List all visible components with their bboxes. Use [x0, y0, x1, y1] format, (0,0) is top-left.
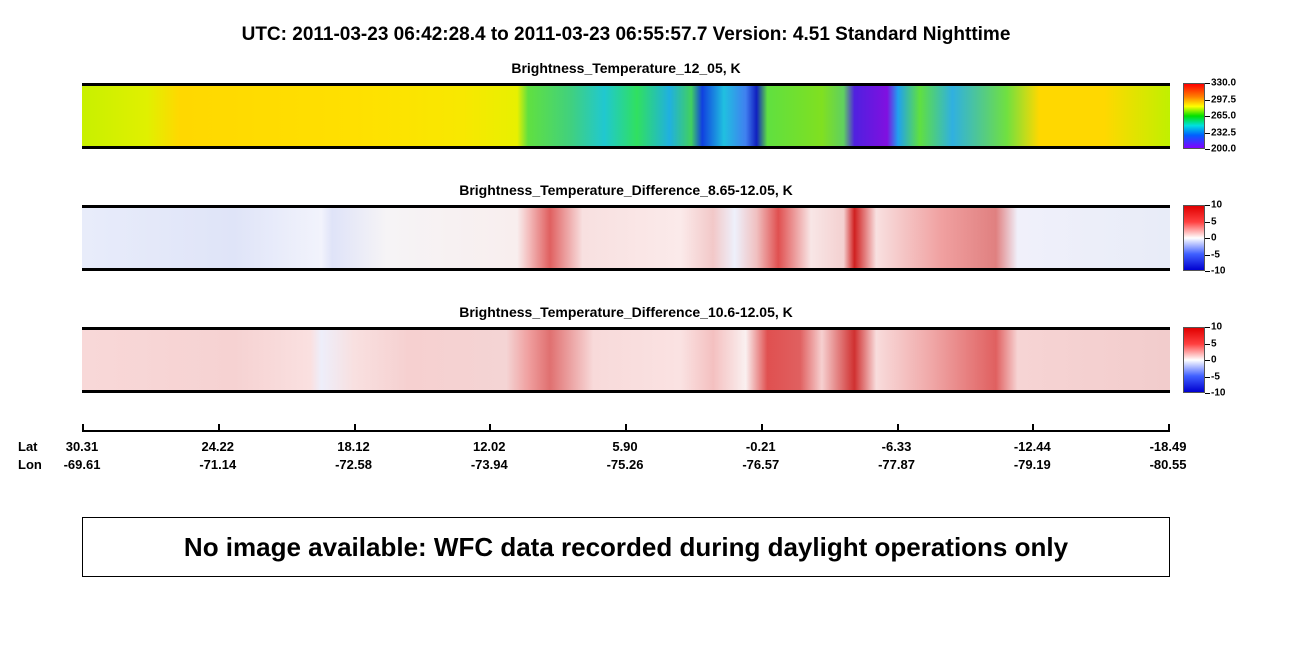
- colorbar-label: 330.0: [1211, 77, 1237, 89]
- data-image: [82, 83, 1170, 149]
- colorbar-label: 10: [1211, 199, 1223, 211]
- track-axis: [82, 430, 1170, 432]
- lat-label: 30.31: [65, 439, 99, 454]
- colorbar-tick: [1205, 221, 1210, 223]
- axis-tick: [896, 424, 899, 431]
- lat-label: 24.22: [201, 439, 235, 454]
- axis-tick: [353, 424, 356, 431]
- colorbar-tick: [1205, 393, 1210, 394]
- axis-tick: [625, 424, 627, 431]
- lat-label: 12.02: [472, 439, 506, 454]
- message-box: No image available: WFC data recorded du…: [82, 517, 1170, 577]
- lon-label: -77.87: [878, 457, 915, 472]
- colorbar: [1183, 83, 1205, 149]
- panel-title: Brightness_Temperature_Difference_10.6-1…: [459, 304, 793, 320]
- data-image: [82, 327, 1170, 393]
- colorbar-tick: [1205, 116, 1210, 117]
- colorbar-label: 5: [1211, 216, 1217, 227]
- colorbar-tick: [1205, 343, 1210, 345]
- colorbar-label: 0: [1211, 232, 1217, 244]
- colorbar-label: -10: [1211, 265, 1226, 277]
- colorbar: [1183, 205, 1205, 271]
- colorbar-label: 265.0: [1211, 110, 1237, 122]
- axis-tick: [1032, 424, 1035, 431]
- colorbar-label: 5: [1211, 338, 1217, 349]
- lat-label: -12.44: [1013, 439, 1051, 454]
- lon-label: -79.19: [1013, 457, 1051, 472]
- lat-heading: Lat: [18, 439, 38, 454]
- colorbar-tick: [1205, 149, 1210, 150]
- colorbar-label: -5: [1211, 371, 1220, 382]
- lat-label: -18.49: [1149, 439, 1187, 454]
- lon-label: -76.57: [742, 457, 780, 472]
- axis-tick: [217, 424, 220, 431]
- data-image: [82, 205, 1170, 271]
- message: No image available: WFC data recorded du…: [183, 531, 1069, 562]
- colorbar-tick: [1205, 238, 1210, 239]
- colorbar-label: 200.0: [1211, 143, 1237, 155]
- colorbar-label: -5: [1211, 249, 1220, 260]
- colorbar-tick: [1205, 271, 1210, 272]
- colorbar-tick: [1205, 360, 1210, 361]
- lon-label: -80.55: [1149, 457, 1187, 472]
- lon-label: -72.58: [335, 457, 372, 472]
- axis-tick: [760, 424, 763, 431]
- lon-label: -69.61: [63, 457, 101, 472]
- lon-label: -73.94: [470, 457, 508, 472]
- axis-tick: [1168, 424, 1170, 431]
- page-title: UTC: 2011-03-23 06:42:28.4 to 2011-03-23…: [241, 24, 1011, 45]
- colorbar-label: 10: [1211, 321, 1223, 333]
- colorbar-label: -10: [1211, 387, 1226, 399]
- lon-label: -75.26: [606, 457, 644, 472]
- colorbar-tick: [1205, 327, 1210, 328]
- panel-title: Brightness_Temperature_Difference_8.65-1…: [459, 182, 793, 198]
- lon-heading: Lon: [18, 457, 42, 472]
- colorbar-tick: [1205, 254, 1210, 256]
- axis-tick: [489, 424, 492, 431]
- colorbar-label: 297.5: [1211, 94, 1237, 105]
- lat-label: -6.33: [881, 439, 912, 454]
- colorbar-label: 0: [1211, 354, 1217, 366]
- colorbar-tick: [1205, 376, 1210, 378]
- colorbar-label: 232.5: [1211, 127, 1237, 138]
- colorbar-tick: [1205, 132, 1210, 134]
- colorbar-tick: [1205, 205, 1210, 206]
- colorbar-tick: [1205, 99, 1210, 101]
- lat-label: 5.90: [612, 439, 638, 454]
- colorbar: [1183, 327, 1205, 393]
- colorbar-tick: [1205, 83, 1210, 84]
- panel-title: Brightness_Temperature_12_05, K: [511, 60, 741, 76]
- lon-label: -71.14: [199, 457, 237, 472]
- lat-label: 18.12: [337, 439, 370, 454]
- lat-label: -0.21: [745, 439, 776, 454]
- axis-tick: [82, 424, 84, 431]
